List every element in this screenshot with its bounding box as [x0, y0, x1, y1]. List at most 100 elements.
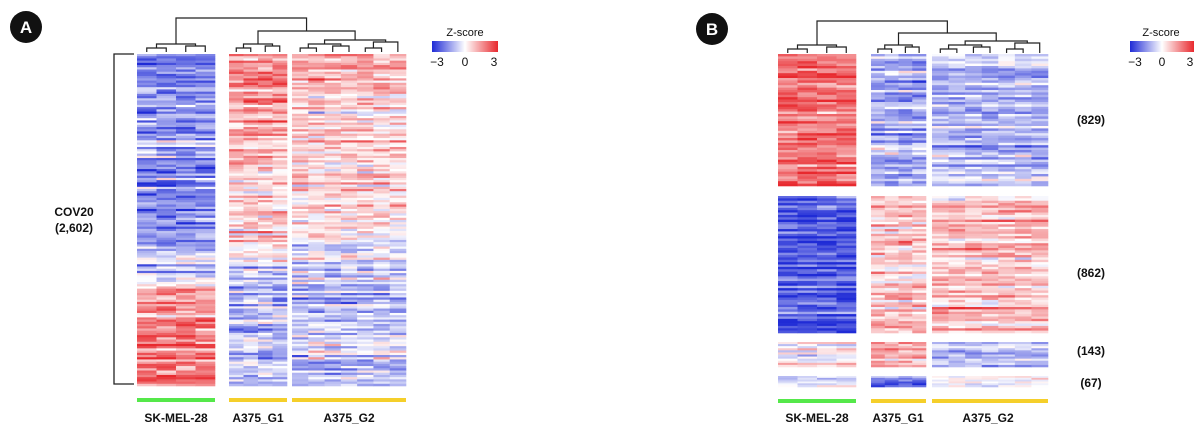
heatmap-cell — [229, 328, 244, 331]
heatmap-cell — [156, 357, 177, 360]
heatmap-cell — [912, 259, 927, 263]
heatmap-cell — [898, 176, 913, 180]
heatmap-cell — [871, 219, 886, 223]
heatmap-cell — [258, 115, 273, 119]
heatmap-cell — [373, 301, 391, 305]
heatmap-cell — [324, 104, 342, 108]
heatmap-cell — [357, 140, 374, 143]
heatmap-cell — [308, 131, 325, 134]
heatmap-cell — [292, 284, 309, 287]
heatmap-cell — [1014, 196, 1032, 199]
heatmap-cell — [981, 257, 999, 261]
heatmap-cell — [389, 293, 407, 296]
heatmap-cell — [340, 379, 358, 382]
heatmap-cell — [797, 362, 818, 366]
heatmap-cell — [156, 184, 177, 188]
heatmap-cell — [176, 239, 196, 243]
heatmap-cell — [965, 342, 983, 345]
heatmap-cell — [981, 358, 999, 362]
heatmap-cell — [272, 107, 288, 110]
heatmap-cell — [137, 319, 157, 323]
heatmap-cell — [981, 210, 999, 213]
heatmap-cell — [373, 153, 391, 157]
heatmap-cell — [898, 276, 913, 279]
heatmap-cell — [340, 65, 358, 68]
heatmap-cell — [836, 154, 857, 158]
heatmap-cell — [373, 206, 391, 210]
heatmap-cell — [373, 268, 391, 272]
heatmap-cell — [948, 271, 966, 275]
heatmap-cell — [836, 348, 857, 351]
heatmap-cell — [389, 335, 407, 338]
heatmap-cell — [948, 233, 966, 237]
heatmap-cell — [292, 250, 309, 254]
heatmap-cell — [389, 82, 407, 86]
heatmap-cell — [340, 299, 358, 303]
heatmap-cell — [156, 175, 177, 179]
heatmap-cell — [176, 189, 196, 192]
heatmap-cell — [243, 115, 259, 119]
heatmap-cell — [912, 68, 927, 72]
heatmap-cell — [1014, 217, 1032, 220]
heatmap-cell — [156, 195, 177, 199]
heatmap-cell — [373, 319, 391, 323]
heatmap-cell — [778, 162, 798, 165]
heatmap-cell — [912, 385, 927, 388]
heatmap-cell — [884, 123, 899, 127]
heatmap-cell — [912, 66, 927, 69]
heatmap-cell — [229, 133, 244, 137]
heatmap-cell — [156, 102, 177, 106]
heatmap-cell — [1014, 214, 1032, 218]
heatmap-cell — [389, 177, 407, 181]
heatmap-cell — [981, 142, 999, 146]
heatmap-cell — [292, 293, 309, 296]
heatmap-cell — [137, 259, 157, 263]
heatmap-cell — [912, 142, 927, 146]
heatmap-cell — [817, 78, 837, 81]
heatmap-cell — [292, 255, 309, 258]
heatmap-cell — [965, 250, 983, 253]
heatmap-cell — [258, 281, 273, 285]
heatmap-cell — [389, 131, 407, 134]
heatmap-cell — [948, 162, 966, 165]
heatmap-cell — [898, 346, 913, 349]
heatmap-cell — [272, 317, 288, 320]
heatmap-cell — [324, 177, 342, 181]
heatmap-cell — [229, 337, 244, 340]
heatmap-cell — [912, 240, 927, 244]
heatmap-cell — [948, 140, 966, 144]
heatmap-cell — [871, 54, 886, 57]
heatmap-cell — [292, 248, 309, 252]
heatmap-cell — [243, 310, 259, 314]
heatmap-cell — [373, 348, 391, 351]
heatmap-cell — [176, 197, 196, 201]
heatmap-cell — [778, 358, 798, 362]
heatmap-cell — [389, 149, 407, 152]
heatmap-cell — [1014, 159, 1032, 163]
heatmap-cell — [373, 71, 391, 75]
heatmap-cell — [243, 377, 259, 380]
heatmap-cell — [389, 337, 407, 340]
heatmap-cell — [836, 121, 857, 124]
heatmap-cell — [292, 107, 309, 110]
heatmap-cell — [817, 152, 837, 156]
heatmap-cell — [898, 130, 913, 134]
heatmap-cell — [176, 297, 196, 300]
heatmap-cell — [965, 214, 983, 218]
heatmap-cell — [948, 85, 966, 88]
heatmap-cell — [137, 69, 157, 72]
heatmap-cell — [817, 278, 837, 282]
heatmap-cell — [243, 98, 259, 101]
heatmap-cell — [898, 181, 913, 184]
heatmap-cell — [308, 301, 325, 305]
heatmap-cell — [272, 346, 288, 349]
heatmap-cell — [965, 348, 983, 351]
heatmap-cell — [229, 383, 244, 387]
heatmap-cell — [229, 180, 244, 183]
heatmap-cell — [357, 301, 374, 305]
heatmap-cell — [965, 145, 983, 148]
heatmap-cell — [836, 354, 857, 357]
heatmap-cell — [308, 191, 325, 194]
heatmap-cell — [258, 293, 273, 296]
heatmap-cell — [243, 202, 259, 205]
